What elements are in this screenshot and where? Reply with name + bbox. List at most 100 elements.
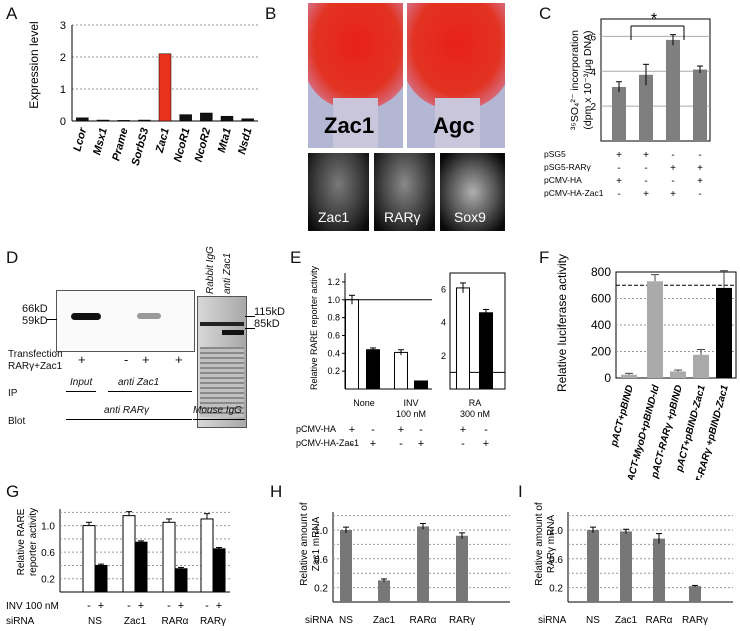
e-bar (394, 351, 408, 390)
c-sign: - (671, 176, 674, 187)
i-group-label: NS (586, 615, 600, 626)
panel-i-chart: Relative amount of RARγ mRNA 0.2 0.6 1.0 s… (534, 502, 733, 626)
e-sign: + (460, 424, 466, 436)
blot-mouse-igg: Mouse IgG (193, 405, 242, 416)
e-sign: - (371, 424, 375, 436)
panel-i-ylabel-1: Relative amount of (534, 502, 545, 586)
c-bar (693, 69, 707, 141)
i-sirna-label: siRNA (538, 615, 567, 626)
g-tick-label: 0.6 (41, 548, 55, 559)
insitu-zac1-image: Zac1 (308, 153, 369, 231)
g-bar (134, 541, 148, 593)
g-sign: - (127, 600, 131, 612)
g-sign: + (178, 600, 184, 612)
h-bar (340, 530, 352, 602)
a-bar-sorbs3 (138, 119, 151, 122)
g-tick-label: 1.0 (41, 522, 55, 533)
f-tick-label: 800 (591, 265, 611, 279)
e-bar (414, 380, 428, 390)
g-bar (162, 521, 176, 593)
histology-agc-image: Agc (407, 3, 505, 148)
histology-agc-label: Agc (433, 113, 475, 138)
blot-label: Blot (8, 416, 26, 427)
e-sign: - (484, 424, 488, 436)
insitu-sox9-label: Sox9 (454, 209, 486, 225)
c-tick-label: 6 (590, 32, 596, 43)
f-bar (716, 287, 732, 378)
panel-e-ylabel: Relative RARE reporter activity (309, 265, 319, 390)
c-sign: + (670, 189, 676, 200)
e-sign: + (418, 438, 424, 450)
e-group-label: None (353, 398, 375, 408)
e-left-tick-label: 1.2 (327, 277, 340, 287)
a-bar-mta1 (220, 115, 234, 122)
h-sirna-label: siRNA (305, 615, 334, 626)
a-category-label: Nsd1 (236, 127, 255, 156)
a-category-label: Lcor (71, 126, 89, 153)
a-bar-msx1 (96, 119, 110, 122)
g-bar (122, 515, 136, 593)
g-group-label: NS (88, 616, 102, 627)
inv-label: INV 100 nM (6, 601, 59, 612)
e-row-label: pCMV-HA (296, 424, 336, 434)
c-sign: + (616, 150, 622, 161)
panel-label-g: G (6, 482, 20, 501)
e-left-tick-label: 0.2 (327, 366, 340, 376)
e-right-tick-label: 6 (441, 285, 446, 295)
g-group-label: Zac1 (124, 616, 147, 627)
h-group-label: RARα (410, 615, 437, 626)
a-tick-label: 1 (60, 84, 66, 96)
e-sign: + (483, 438, 489, 450)
significance-star: * (651, 11, 657, 28)
rar-zac-label: RARγ+Zac1 (8, 361, 63, 372)
e-group-label: INV (403, 398, 418, 408)
sign-d-3: + (142, 352, 150, 367)
histology-zac1-label: Zac1 (324, 113, 375, 138)
panel-label-f: F (539, 248, 550, 267)
panel-label-i: I (518, 482, 523, 501)
panel-label-a: A (6, 4, 18, 23)
c-sign: + (616, 176, 622, 187)
c-sign: + (697, 176, 703, 187)
panel-h-ylabel-2: Zac1 mRNA (311, 516, 322, 571)
c-row-label: pSG5-RARγ (544, 162, 592, 172)
i-bar (689, 586, 701, 602)
f-tick-label: 0 (604, 371, 611, 385)
h-group-label: NS (339, 615, 353, 626)
g-tick-label: 0.2 (41, 575, 55, 586)
h-bar (456, 535, 468, 602)
e-sign: - (399, 438, 403, 450)
panel-d: 66kD 59kD Rabbit IgG anti Zac1 115kD 85k… (0, 246, 290, 478)
i-bar (587, 530, 599, 602)
g-bar (94, 564, 108, 593)
c-sign: - (617, 163, 620, 174)
c-sign: - (698, 189, 701, 200)
g-sign: - (87, 600, 91, 612)
g-bar (174, 568, 188, 593)
i-tick-label: 1.0 (549, 526, 563, 537)
panel-i-ylabel-2: RARγ mRNA (546, 515, 557, 574)
f-bar (693, 354, 709, 378)
significance-bracket (630, 25, 685, 40)
sign-d-1: + (78, 352, 86, 367)
i-bar (620, 531, 632, 602)
e-right-tick-label: 4 (441, 318, 446, 328)
i-tick-label: 0.6 (549, 555, 563, 566)
f-bar (670, 371, 686, 378)
c-bar (639, 74, 653, 141)
e-sign: + (349, 424, 355, 436)
a-category-label: Mta1 (216, 127, 234, 154)
e-bar (345, 299, 359, 390)
a-category-label: Prame (110, 127, 130, 163)
e-right-tick-label: 2 (441, 351, 446, 361)
panel-h-ylabel-1: Relative amount of (299, 502, 310, 586)
h-tick-label: 0.2 (314, 584, 328, 595)
panel-f-chart: Relative luciferase activity 0 200 400 600 8… (555, 254, 737, 480)
h-group-label: Zac1 (373, 615, 396, 626)
insitu-rarg-label: RARγ (384, 209, 421, 225)
insitu-rarg-image: RARγ (374, 153, 435, 231)
lane-rabbit-igg: Rabbit IgG (205, 246, 216, 294)
c-sign: + (670, 163, 676, 174)
c-sign: - (617, 189, 620, 200)
i-bar (653, 538, 665, 602)
